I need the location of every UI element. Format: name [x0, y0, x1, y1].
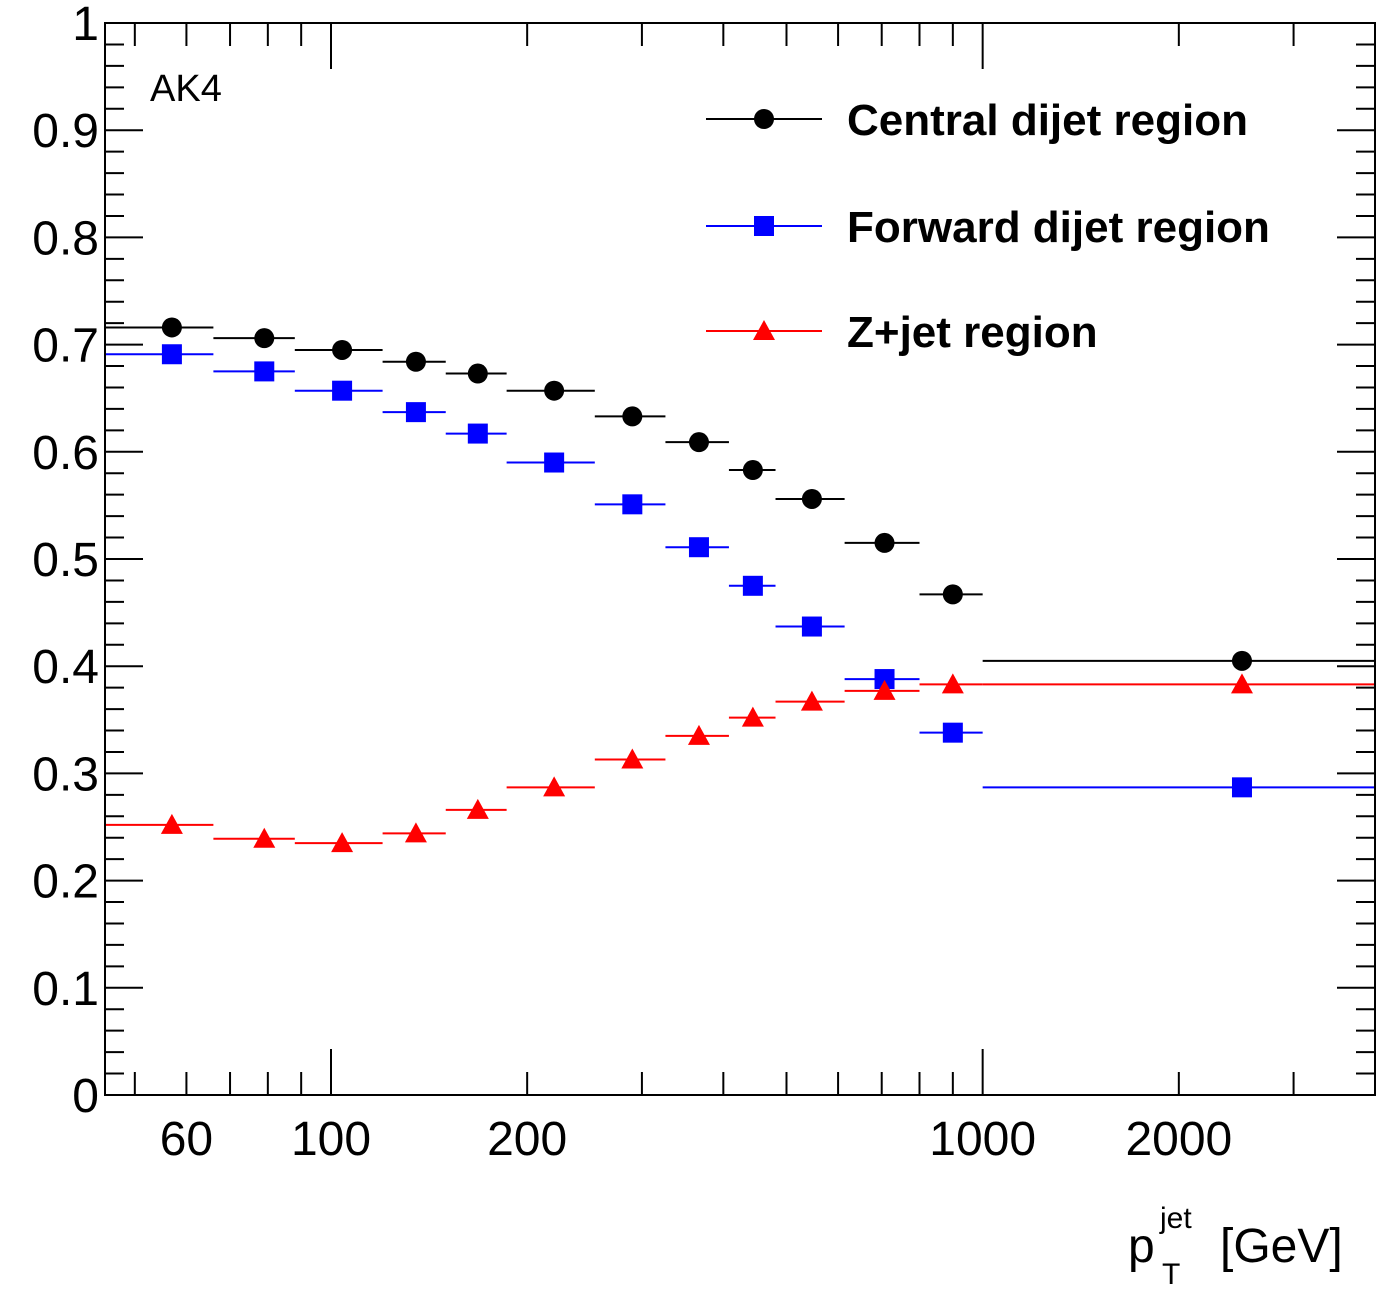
data-point: [466, 798, 489, 819]
tick-labels: 0 0.1 0.2 0.3 0.4 0.5 0.6 0.7 0.8 0.9 1 60 100 200 100…: [32, 0, 1232, 1166]
data-point: [161, 344, 182, 365]
y-tick-label: 0.2: [32, 856, 99, 909]
legend-marker: [753, 320, 775, 340]
data-point: [405, 351, 426, 372]
y-tick-label: 0.7: [32, 320, 99, 373]
x-tick-label: 200: [487, 1113, 567, 1166]
data-point: [332, 380, 353, 401]
series-triangle: [105, 673, 1375, 853]
data-point: [742, 460, 763, 481]
data-point: [688, 537, 709, 558]
data-point: [544, 452, 565, 473]
x-axis-label-unit: [GeV]: [1220, 1220, 1343, 1273]
data-point: [622, 406, 643, 427]
plot-area: [105, 317, 1375, 853]
legend: Central dijet region Forward dijet region…: [706, 96, 1270, 357]
data-point: [331, 832, 354, 853]
data-point: [332, 339, 353, 360]
series-square: [105, 344, 1375, 798]
data-point: [467, 423, 488, 444]
data-point: [621, 748, 644, 769]
data-point: [1231, 777, 1252, 798]
x-axis-label-base: p: [1128, 1220, 1155, 1273]
data-point: [404, 822, 427, 843]
data-point: [1231, 650, 1252, 671]
axis-ticks: [105, 22, 1376, 1096]
y-tick-label: 1: [72, 0, 99, 51]
data-point: [544, 380, 565, 401]
data-point: [687, 724, 710, 745]
data-point: [622, 494, 643, 515]
legend-entry: Forward dijet region: [706, 203, 1270, 252]
data-point: [800, 690, 823, 711]
x-tick-label: 2000: [1125, 1113, 1232, 1166]
data-point: [543, 776, 566, 797]
data-point: [742, 575, 763, 596]
data-point: [942, 722, 963, 743]
y-tick-label: 0.9: [32, 105, 99, 158]
legend-label: Forward dijet region: [847, 203, 1270, 252]
y-tick-label: 0: [72, 1070, 99, 1123]
x-axis-label-sub: T: [1162, 1258, 1180, 1291]
svg-text:[GeV]: [GeV]: [1220, 1220, 1343, 1273]
data-point: [874, 532, 895, 553]
series-circle: [105, 317, 1375, 671]
data-point: [405, 402, 426, 423]
data-point: [161, 317, 182, 338]
data-point: [467, 363, 488, 384]
data-point: [688, 432, 709, 453]
data-series: [105, 317, 1375, 853]
legend-entry: Central dijet region: [706, 96, 1248, 145]
y-tick-label: 0.1: [32, 963, 99, 1016]
data-point: [942, 584, 963, 605]
jet-algorithm-annotation: AK4: [150, 68, 222, 110]
data-point: [801, 616, 822, 637]
svg-text:jet: jet: [1159, 1202, 1192, 1235]
x-tick-label: 100: [291, 1113, 371, 1166]
data-point: [874, 669, 895, 690]
x-axis-label-sup: jet: [1159, 1202, 1192, 1235]
legend-marker: [754, 109, 774, 129]
y-tick-label: 0.6: [32, 427, 99, 480]
data-point: [254, 361, 275, 382]
data-point: [801, 488, 822, 509]
y-tick-label: 0.4: [32, 641, 99, 694]
legend-marker: [754, 216, 774, 236]
svg-text:p: p: [1128, 1220, 1155, 1273]
legend-label: Z+jet region: [847, 308, 1098, 357]
data-point: [254, 328, 275, 349]
svg-text:T: T: [1162, 1258, 1180, 1291]
x-tick-label: 60: [160, 1113, 213, 1166]
y-tick-label: 0.3: [32, 748, 99, 801]
data-point: [941, 673, 964, 694]
data-point: [741, 706, 764, 727]
plot-frame: [104, 22, 1376, 1096]
legend-entry: Z+jet region: [706, 308, 1098, 357]
data-point: [253, 827, 276, 848]
data-point: [1230, 673, 1253, 694]
x-tick-label: 1000: [929, 1113, 1036, 1166]
data-point: [873, 679, 896, 700]
y-tick-label: 0.8: [32, 212, 99, 265]
x-axis-label: p jet T [GeV]: [1128, 1202, 1343, 1291]
y-tick-label: 0.5: [32, 534, 99, 587]
data-point: [160, 813, 183, 834]
legend-label: Central dijet region: [847, 96, 1248, 145]
